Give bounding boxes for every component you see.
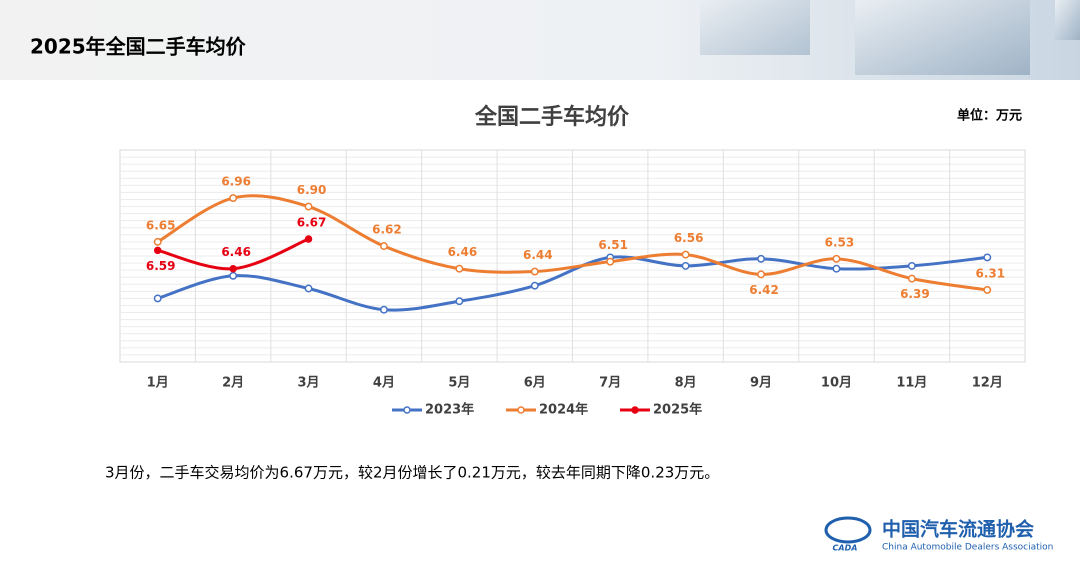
data-point — [380, 305, 388, 314]
data-label: 6.51 — [598, 238, 628, 252]
unit-label: 单位：万元 — [957, 108, 1022, 124]
data-label: 6.96 — [221, 175, 251, 189]
data-point — [455, 297, 464, 306]
data-label: 6.46 — [221, 245, 251, 259]
logo-mark: CADA — [833, 544, 858, 553]
x-tick-label: 2月 — [222, 376, 244, 391]
data-point — [681, 250, 690, 259]
data-point — [757, 270, 765, 279]
series-line — [156, 194, 988, 292]
data-point — [983, 285, 992, 294]
legend-label: 2025年 — [653, 402, 702, 418]
series-line — [157, 255, 988, 312]
data-point — [530, 281, 539, 290]
x-tick-label: 11月 — [896, 376, 927, 391]
data-label: 6.53 — [825, 235, 855, 249]
data-point — [229, 194, 238, 203]
data-label: 6.42 — [749, 283, 779, 297]
data-point — [681, 261, 690, 270]
note: 3月份，二手车交易均价为6.67万元，较2月份增长了0.21万元，较去年同期下降… — [105, 464, 719, 482]
data-label: 6.46 — [448, 245, 478, 259]
x-tick-label: 3月 — [298, 376, 320, 391]
data-label: 6.39 — [900, 287, 930, 301]
x-tick-label: 4月 — [373, 376, 395, 391]
legend-swatch — [631, 406, 639, 414]
data-point — [229, 271, 238, 280]
data-point — [153, 237, 162, 246]
slide-title: 2025年全国二手车均价 — [30, 35, 247, 59]
data-label: 6.62 — [372, 223, 402, 237]
data-point — [530, 267, 539, 276]
legend-label: 2023年 — [425, 402, 474, 418]
header-image — [855, 0, 1030, 75]
x-tick-label: 6月 — [524, 376, 546, 391]
data-point — [757, 254, 765, 263]
data-point — [832, 264, 841, 273]
logo: CADA 中国汽车流通协会 China Automobile Dealers A… — [824, 516, 1053, 553]
data-label: 6.90 — [297, 183, 327, 197]
x-tick-label: 12月 — [972, 376, 1003, 391]
data-point — [153, 246, 162, 255]
chart-title: 全国二手车均价 — [474, 104, 630, 130]
data-point — [832, 254, 841, 263]
data-point — [907, 261, 916, 270]
data-label: 6.67 — [297, 216, 327, 230]
data-point — [983, 253, 992, 262]
x-tick-label: 5月 — [448, 376, 470, 391]
data-point — [606, 257, 615, 266]
plot: 1月 2月 3月 4月 5月 6月 7月 8月 9月 10月 11月 12月 2023年 6.65 6.96… — [146, 175, 1005, 418]
legend-swatch — [517, 406, 525, 414]
x-tick-label: 1月 — [147, 376, 169, 391]
logo-subtitle: China Automobile Dealers Association — [882, 543, 1053, 553]
data-label: 6.56 — [674, 231, 704, 245]
x-tick-label: 8月 — [675, 376, 697, 391]
x-tick-label: 10月 — [821, 376, 852, 391]
data-point — [455, 264, 464, 273]
data-label: 6.59 — [146, 259, 176, 273]
data-point — [153, 294, 162, 303]
data-label: 6.65 — [146, 218, 176, 232]
data-point — [907, 274, 916, 283]
data-label: 6.44 — [523, 248, 553, 262]
x-tick-label: 9月 — [750, 376, 772, 391]
legend-swatch — [403, 406, 411, 414]
legend-label: 2024年 — [539, 402, 588, 418]
x-tick-label: 7月 — [599, 376, 621, 391]
data-point — [380, 242, 388, 251]
grid — [119, 149, 1026, 363]
logo-name: 中国汽车流通协会 — [882, 518, 1034, 541]
data-point — [304, 202, 313, 211]
header-image — [700, 0, 810, 55]
data-point — [229, 264, 237, 273]
header-image — [1055, 0, 1080, 40]
logo-icon — [824, 516, 872, 544]
data-point — [304, 284, 313, 293]
data-label: 6.31 — [975, 266, 1005, 280]
data-point — [304, 235, 313, 243]
